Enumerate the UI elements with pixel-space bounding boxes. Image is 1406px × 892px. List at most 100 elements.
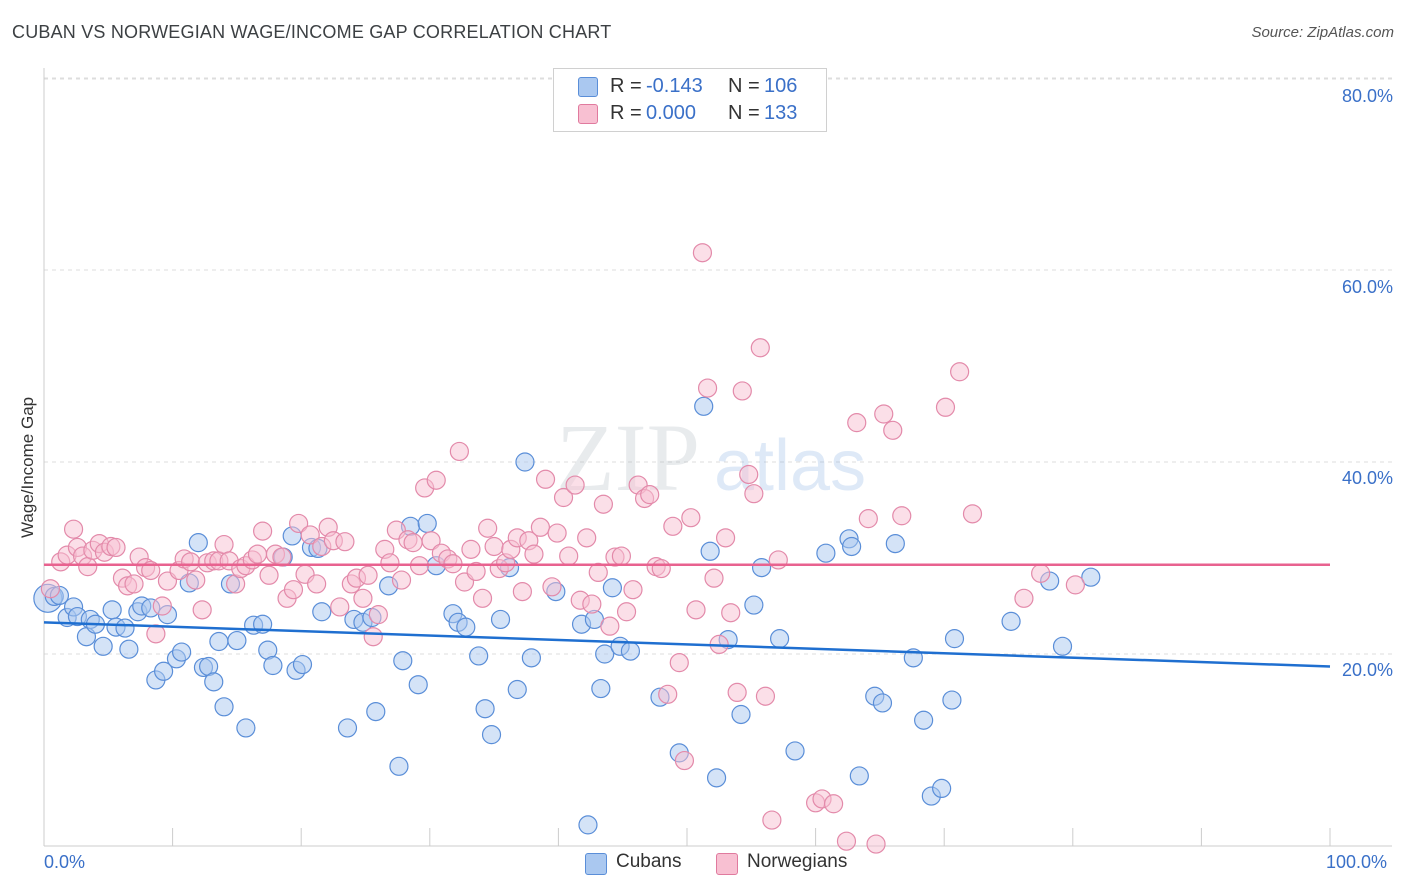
legend-swatch-cubans [578, 77, 598, 97]
data-point [40, 579, 61, 599]
data-point [408, 675, 428, 695]
data-point [300, 525, 320, 545]
data-point [824, 794, 844, 814]
legend-label-cubans: Cubans [616, 851, 682, 872]
data-point [785, 741, 805, 761]
data-point [366, 701, 386, 722]
data-point [669, 653, 689, 673]
data-point [697, 378, 718, 398]
data-point [289, 513, 309, 534]
data-point [469, 646, 489, 666]
data-point [874, 404, 894, 424]
y-tick-label: 40.0% [1341, 468, 1393, 488]
data-point [146, 624, 166, 644]
data-point [141, 560, 161, 581]
data-point [842, 536, 862, 557]
data-point [883, 420, 903, 440]
x-tick-label-max: 100.0% [1326, 852, 1388, 872]
data-point [721, 603, 741, 623]
data-point [700, 541, 720, 561]
watermark-atlas: atlas [714, 426, 866, 506]
data-point [744, 484, 764, 504]
data-point [935, 397, 956, 417]
data-point [962, 504, 983, 524]
source-credit: Source: ZipAtlas.com [1251, 24, 1394, 41]
data-point [403, 533, 423, 553]
data-point [115, 618, 135, 638]
data-point [259, 565, 279, 585]
data-point [836, 831, 857, 851]
data-point [547, 523, 567, 543]
data-point [484, 536, 504, 557]
axes [43, 68, 1392, 847]
data-point [209, 631, 229, 652]
data-point [727, 682, 747, 703]
data-point [651, 558, 671, 579]
data-point [186, 570, 206, 590]
data-point [535, 469, 556, 489]
data-point [524, 544, 544, 564]
data-point [481, 725, 502, 745]
data-point [704, 568, 724, 588]
correlation-legend: R = -0.143 N = 106 R = 0.000 N = 133 [553, 68, 827, 132]
data-point [426, 470, 446, 490]
y-tick-label: 80.0% [1341, 86, 1393, 106]
data-point [602, 578, 623, 598]
data-point [192, 600, 212, 620]
data-point [335, 532, 355, 552]
data-point [227, 630, 247, 651]
watermark: ZIP atlas [556, 404, 866, 511]
data-point [421, 531, 441, 551]
data-point [892, 506, 912, 526]
data-point [847, 413, 867, 433]
data-point [616, 602, 637, 622]
data-point [914, 710, 934, 730]
data-point [530, 517, 550, 537]
data-point [640, 485, 660, 505]
data-point [490, 609, 511, 630]
data-point [578, 815, 598, 835]
data-point [858, 509, 878, 529]
data-point [153, 661, 174, 681]
legend-n-value: 106 [764, 75, 798, 97]
data-point [1081, 567, 1101, 587]
data-point [932, 778, 952, 799]
data-point [768, 550, 788, 570]
data-point [582, 594, 602, 614]
data-point [542, 577, 562, 597]
data-point [706, 768, 727, 788]
data-point [181, 552, 201, 572]
data-point [449, 441, 469, 462]
data-point [950, 362, 970, 382]
data-point [292, 654, 313, 675]
legend-r-value: -0.143 [646, 75, 703, 97]
data-point [337, 718, 358, 738]
data-point [172, 642, 192, 662]
data-point [512, 581, 532, 602]
data-point [204, 672, 224, 692]
legend-swatch-norwegians [578, 104, 598, 124]
data-point [694, 396, 714, 416]
chart-title: CUBAN VS NORWEGIAN WAGE/INCOME GAP CORRE… [12, 22, 612, 42]
data-point [106, 537, 126, 558]
data-point [658, 684, 678, 704]
data-point [389, 756, 409, 776]
data-point [312, 602, 332, 622]
data-point [681, 508, 701, 528]
data-point [214, 534, 234, 555]
data-point [866, 834, 886, 854]
series-norwegians [40, 243, 1085, 854]
data-point [478, 518, 498, 538]
data-point [380, 553, 400, 573]
data-point [515, 452, 535, 472]
data-point [872, 693, 893, 713]
legend-swatch-cubans [585, 853, 607, 875]
data-point [283, 580, 304, 600]
data-point [692, 243, 713, 263]
y-axis-label: Wage/Income Gap [18, 396, 37, 538]
data-point [565, 475, 585, 495]
legend-n-label: N = [728, 75, 760, 97]
legend-r-value: 0.000 [646, 102, 697, 124]
data-point [466, 561, 486, 582]
